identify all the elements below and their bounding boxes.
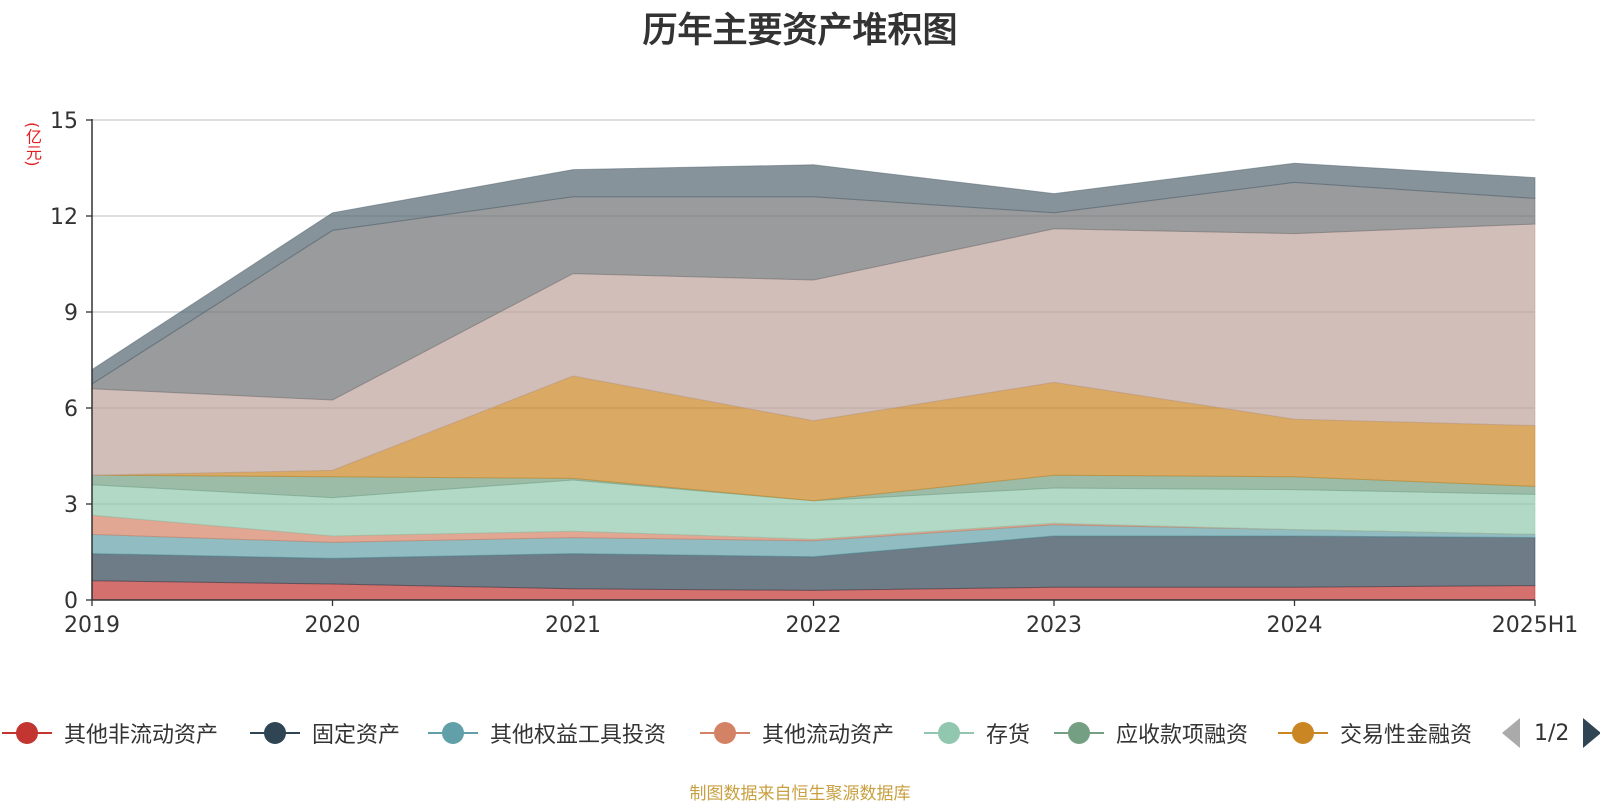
legend-label: 其他权益工具投资	[490, 723, 667, 748]
y-tick-label: 15	[50, 109, 78, 134]
x-tick-label: 2021	[545, 613, 601, 638]
x-tick-label: 2023	[1026, 613, 1082, 638]
x-tick-label: 2025H1	[1492, 613, 1579, 638]
legend-label: 其他非流动资产	[64, 723, 219, 748]
stacked-areas	[91, 162, 1536, 601]
x-tick-label: 2022	[786, 613, 842, 638]
legend-item[interactable]: 其他权益工具投资	[428, 715, 666, 751]
x-tick-label: 2019	[64, 613, 120, 638]
legend: 其他非流动资产 固定资产 其他权益工具投资 其他流动资产 存货 应收款项融资 交…	[0, 715, 1600, 751]
legend-symbol	[250, 715, 300, 751]
legend-item[interactable]: 其他流动资产	[700, 715, 894, 751]
chart-plot: 0 3 6 9 12 15 2019 2020 2021 2022 2023 2024 2025H1	[50, 109, 1578, 638]
y-tick-label: 9	[64, 301, 78, 326]
legend-symbol	[1278, 715, 1328, 751]
x-tick-label: 2024	[1267, 613, 1323, 638]
y-tick-label: 3	[64, 493, 78, 518]
legend-symbol	[2, 715, 52, 751]
y-tick-label: 6	[64, 397, 78, 422]
legend-item[interactable]: 固定资产	[250, 715, 400, 751]
y-tick-label: 0	[64, 589, 78, 614]
legend-label: 存货	[986, 723, 1031, 748]
x-tick-label: 2020	[305, 613, 361, 638]
legend-page-indicator: 1/2	[1534, 720, 1570, 746]
chart-title: 历年主要资产堆积图	[642, 11, 958, 51]
area-series-9	[91, 162, 1536, 385]
legend-label: 固定资产	[312, 723, 401, 748]
legend-symbol	[1054, 715, 1104, 751]
axes: 0 3 6 9 12 15 2019 2020 2021 2022 2023 2024 2025H1	[50, 109, 1578, 638]
y-tick-label: 12	[50, 205, 78, 230]
legend-pager: 1/2	[1502, 715, 1600, 751]
source-note: 制图数据来自恒生聚源数据库	[689, 784, 911, 804]
legend-item[interactable]: 其他非流动资产	[2, 715, 218, 751]
legend-prev-page-icon[interactable]	[1502, 718, 1520, 748]
legend-item[interactable]: 存货	[924, 715, 1030, 751]
legend-label: 应收款项融资	[1116, 723, 1249, 748]
legend-item[interactable]: 交易性金融资	[1278, 715, 1472, 751]
y-axis-unit-label: (亿元)	[23, 122, 42, 167]
legend-next-page-icon[interactable]	[1583, 718, 1600, 748]
legend-item[interactable]: 应收款项融资	[1054, 715, 1248, 751]
legend-symbol	[428, 715, 478, 751]
legend-symbol	[924, 715, 974, 751]
legend-label: 交易性金融资	[1340, 723, 1473, 748]
legend-symbol	[700, 715, 750, 751]
legend-label: 其他流动资产	[762, 723, 895, 748]
